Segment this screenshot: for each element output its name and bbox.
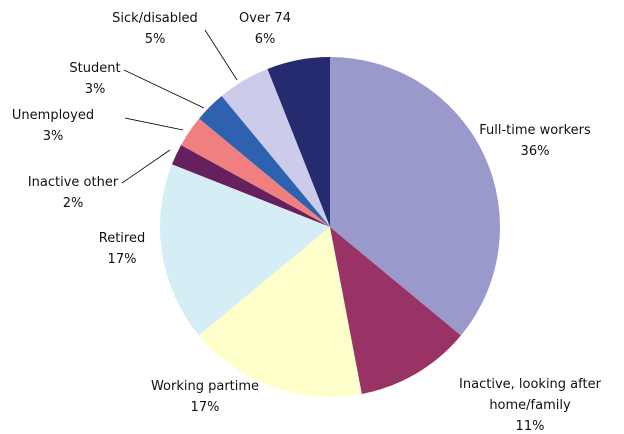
slice-label: Inactive other 2% [0,172,148,214]
label-value: 36% [520,144,550,159]
leader-line [124,117,184,131]
label-name: Inactive other [27,175,119,190]
pie-slice [330,57,501,336]
label-value: 17% [190,400,220,415]
pie-slice [181,118,330,227]
leader-line [204,29,238,81]
pie-slice [199,227,362,397]
leader-line [123,69,205,109]
label-value: 5% [144,32,166,47]
label-value: 17% [107,252,137,267]
slice-label: Working partime 17% [130,376,280,418]
label-value: 11% [515,419,545,434]
slice-label: Unemployed 3% [0,105,128,147]
pie-slice [159,164,330,336]
pie-slice [330,227,461,394]
slice-label: Over 74 6% [190,8,340,50]
label-name: Sick/disabled [112,11,198,26]
pie-slice [199,96,330,227]
slice-label: Inactive, looking after home/family 11% [455,374,605,434]
label-value: 2% [62,196,84,211]
slice-label: Full-time workers 36% [460,120,610,162]
slice-label: Student 3% [20,58,170,100]
label-name: Inactive, looking after home/family [459,377,601,413]
leader-line [121,149,171,184]
label-name: Student [69,61,121,76]
label-name: Working partime [150,379,260,394]
pie-slice [171,145,330,227]
pie-slice [267,57,330,227]
label-value: 3% [84,82,106,97]
label-name: Retired [98,231,146,246]
slice-label: Retired 17% [47,228,197,270]
pie-slice [221,68,330,228]
label-value: 3% [42,129,64,144]
label-name: Unemployed [11,108,95,123]
label-name: Full-time workers [479,123,591,138]
label-value: 6% [254,32,276,47]
slice-label: Sick/disabled 5% [80,8,230,50]
label-name: Over 74 [239,11,291,26]
